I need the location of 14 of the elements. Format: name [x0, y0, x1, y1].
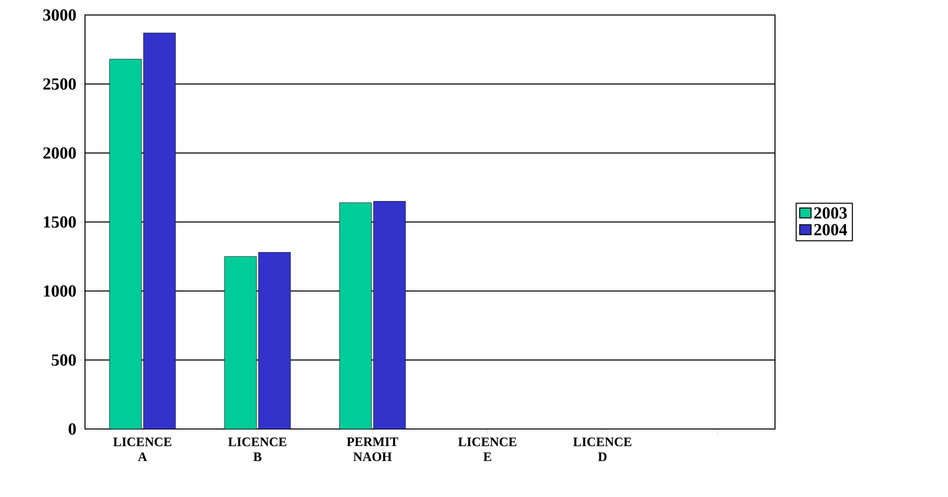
x-tick-label: LICENCE A	[113, 438, 172, 462]
y-tick-label: 2500	[43, 78, 76, 90]
y-tick-label: 3000	[43, 9, 76, 21]
x-tick-label: LICENCE E	[458, 438, 516, 462]
legend-label: 2004	[814, 224, 848, 236]
y-tick-label: 2000	[43, 147, 76, 159]
y-tick-label: 500	[52, 354, 76, 366]
x-tick-label: LICENCE B	[228, 438, 286, 462]
legend-label: 2003	[814, 207, 847, 219]
x-tick-label: LICENCE D	[573, 438, 632, 462]
x-tick-label: PERMIT NAOH	[346, 438, 398, 462]
y-tick-label: 1000	[44, 285, 76, 297]
y-tick-label: 1500	[44, 216, 76, 228]
y-tick-label: 0	[68, 423, 76, 435]
